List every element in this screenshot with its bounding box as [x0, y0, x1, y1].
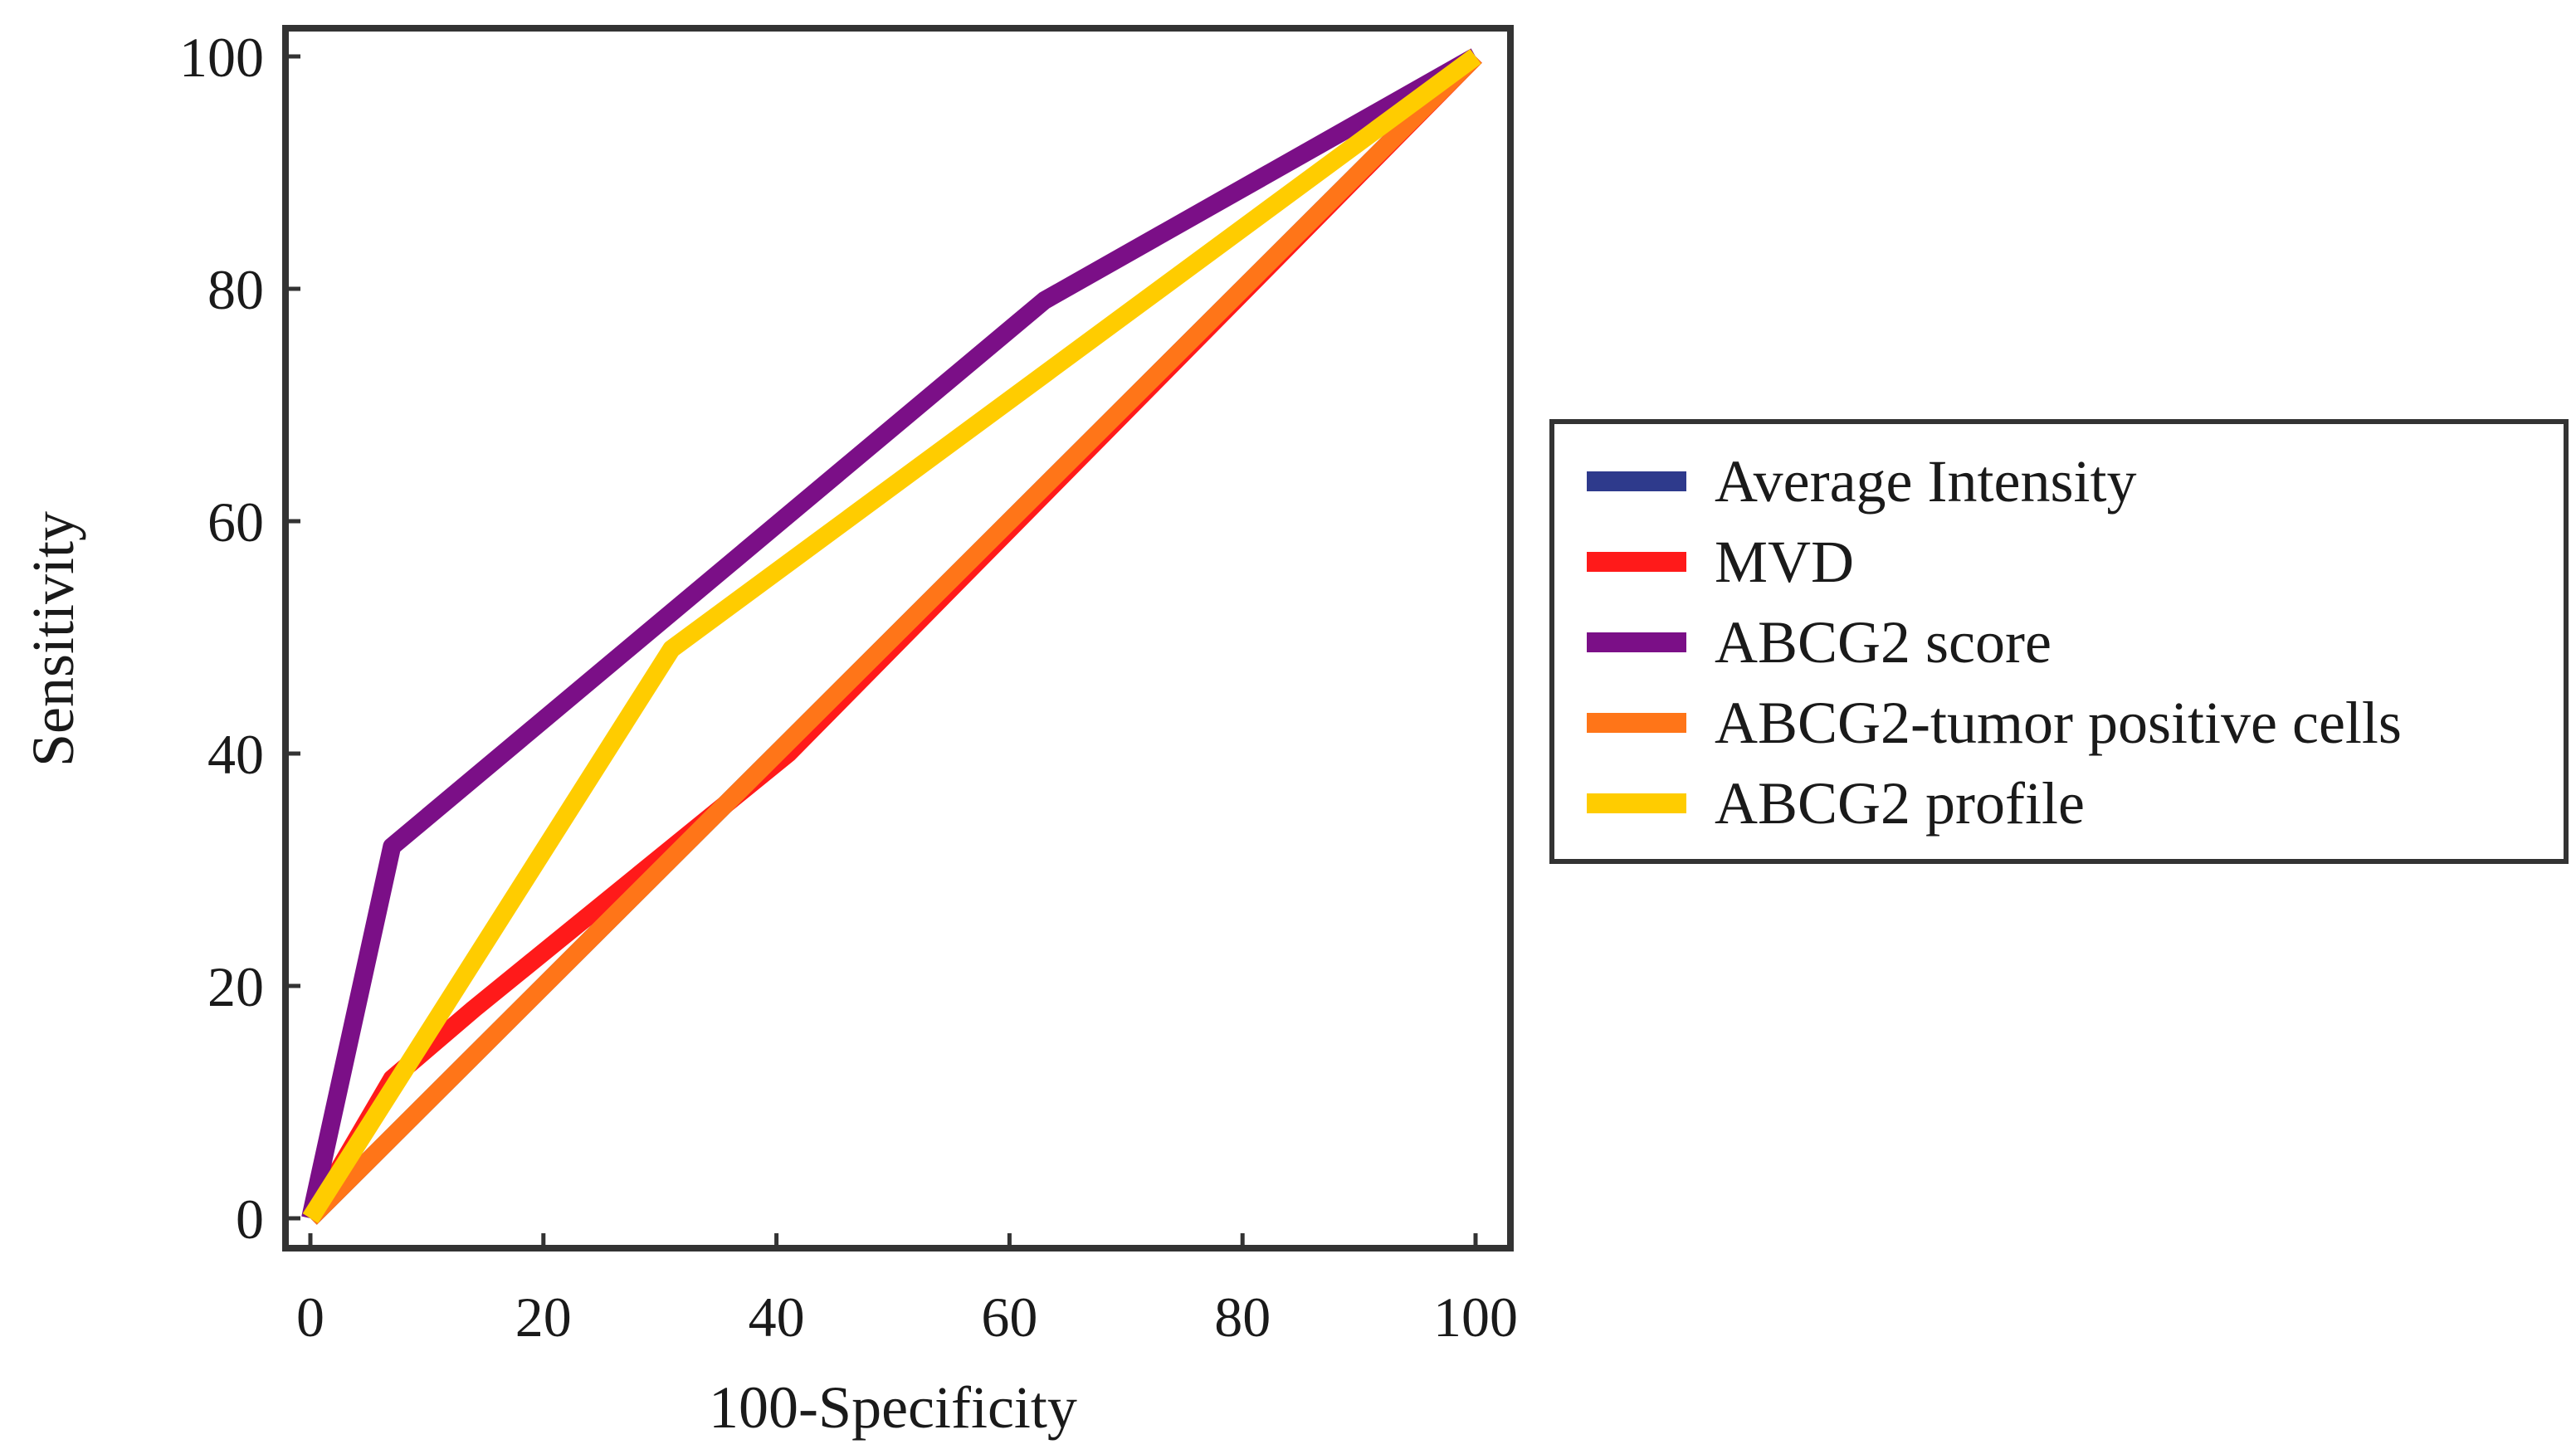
- y-axis-ticks: 0 20 40 60 80 100: [179, 26, 300, 1251]
- legend-swatch: [1587, 793, 1686, 813]
- y-tick-label: 60: [207, 490, 264, 554]
- x-tick-label: 20: [515, 1286, 572, 1349]
- series-line-3: [304, 50, 1482, 1225]
- plot-lines: [301, 48, 1482, 1225]
- x-axis-title: 100-Specificity: [709, 1374, 1077, 1441]
- x-tick-label: 60: [981, 1286, 1037, 1349]
- x-axis-ticks: 0 20 40 60 80 100: [296, 1233, 1518, 1349]
- legend-label: ABCG2 score: [1715, 609, 2052, 676]
- legend-swatch: [1587, 471, 1686, 491]
- legend: Average Intensity MVD ABCG2 score ABCG2-tum…: [1549, 419, 2569, 864]
- x-tick-label: 0: [296, 1286, 324, 1349]
- y-tick-label: 40: [207, 723, 264, 786]
- legend-swatch: [1587, 713, 1686, 733]
- x-tick-label: 100: [1433, 1286, 1518, 1349]
- legend-label: MVD: [1715, 529, 1854, 595]
- y-tick-label: 80: [207, 258, 264, 321]
- legend-frame: [1549, 419, 2569, 864]
- legend-swatch: [1587, 552, 1686, 572]
- legend-label: Average Intensity: [1715, 448, 2136, 515]
- legend-swatch: [1587, 632, 1686, 652]
- x-tick-label: 40: [749, 1286, 805, 1349]
- legend-label: ABCG2-tumor positive cells: [1715, 690, 2402, 756]
- series-line-2: [301, 48, 1481, 1221]
- plot-frame: [282, 25, 1514, 1252]
- y-tick-label: 100: [179, 26, 264, 89]
- y-tick-label: 0: [236, 1188, 264, 1251]
- series-line-4: [302, 49, 1481, 1223]
- x-tick-label: 80: [1214, 1286, 1271, 1349]
- y-tick-label: 20: [207, 955, 264, 1018]
- y-axis-title: Sensitivity: [20, 511, 86, 767]
- legend-label: ABCG2 profile: [1715, 770, 2085, 837]
